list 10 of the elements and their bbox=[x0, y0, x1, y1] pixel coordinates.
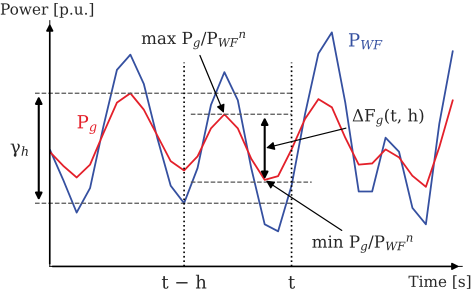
x-tick-label: t bbox=[288, 276, 296, 289]
series-label: P$_{WF}$ bbox=[348, 33, 382, 50]
series-label: P$_{g}$ bbox=[78, 115, 96, 134]
x-tick-label: t − h bbox=[162, 274, 206, 289]
annotation: ΔF$_{g}$(t, h) bbox=[352, 108, 424, 127]
y-axis-title: Power [p.u.] bbox=[0, 2, 94, 18]
text: γ$_{h}$ bbox=[10, 144, 28, 157]
x-axis-title: Time [s] bbox=[408, 275, 470, 289]
annotation: min P$_{g}$/P$_{WF}$$^{n}$ bbox=[312, 235, 412, 253]
annotation: max P$_{g}$/P$_{WF}$$^{n}$ bbox=[142, 32, 246, 50]
